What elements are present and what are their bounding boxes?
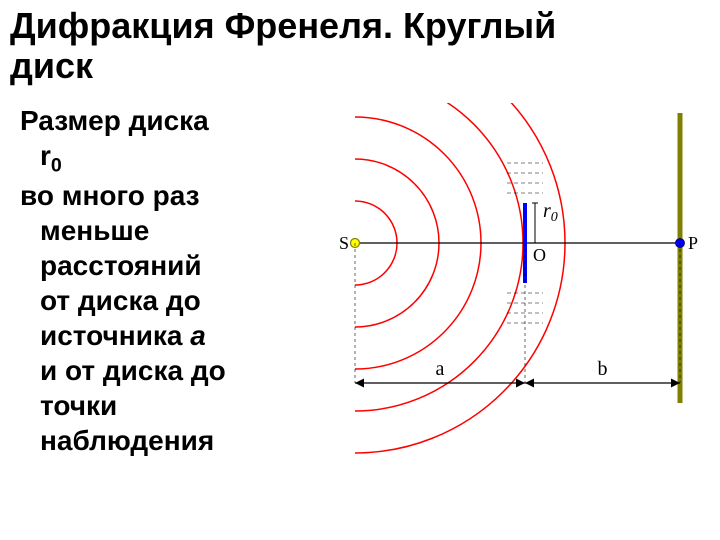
desc-l4: меньше [20, 213, 300, 248]
desc-l7: источника a [20, 318, 300, 353]
svg-text:O: O [533, 245, 546, 265]
description-text: Размер диска r0 во много раз меньше расс… [20, 103, 300, 503]
desc-l3: во много раз [20, 178, 300, 213]
desc-l6: от диска до [20, 283, 300, 318]
title-line-2: диск [10, 45, 93, 86]
svg-text:b: b [598, 358, 608, 380]
fresnel-diagram: S P Or0 a b [300, 103, 710, 503]
desc-l2: r0 [20, 138, 300, 178]
title-line-1: Дифракция Френеля. Круглый [10, 5, 556, 46]
desc-l9: точки [20, 388, 300, 423]
desc-l1: Размер диска [20, 103, 300, 138]
svg-text:S: S [339, 233, 349, 253]
desc-l5: расстояний [20, 248, 300, 283]
svg-text:a: a [436, 358, 445, 380]
svg-text:P: P [688, 233, 698, 253]
svg-text:r0: r0 [543, 200, 558, 225]
desc-l10: наблюдения [20, 423, 300, 458]
desc-l8: и от диска до [20, 353, 300, 388]
